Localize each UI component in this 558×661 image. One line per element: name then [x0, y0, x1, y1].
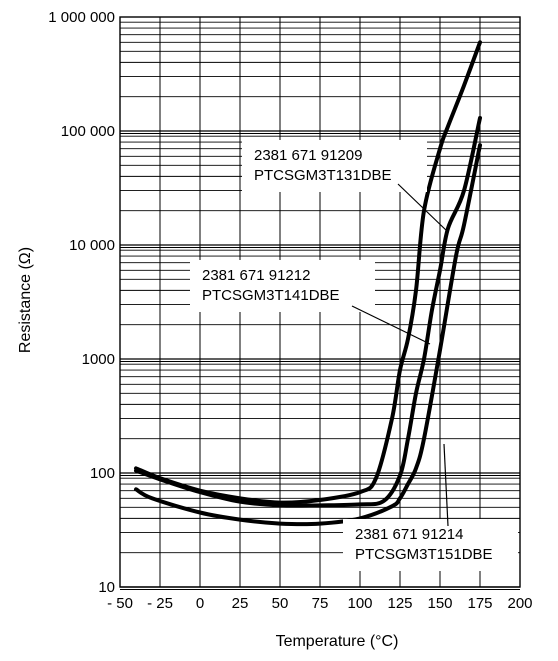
series-line-1 [134, 40, 482, 505]
x-tick-label: - 50 [107, 595, 133, 612]
x-tick-label: 200 [507, 595, 532, 612]
callout-box [242, 140, 427, 192]
x-tick-label: 100 [347, 595, 372, 612]
x-tick-label: 125 [387, 595, 412, 612]
callout-label: 2381 671 91214 [355, 526, 463, 543]
curves [134, 40, 482, 527]
x-tick-label: 175 [467, 595, 492, 612]
callout-leader [351, 305, 431, 345]
y-axis-title: Resistance (Ω) [17, 247, 34, 353]
series-line-3 [134, 143, 482, 527]
y-tick-label: 100 000 [61, 123, 115, 140]
callout-leader [443, 443, 449, 527]
x-tick-label: 0 [196, 595, 204, 612]
callout-label: PTCSGM3T141DBE [202, 287, 340, 304]
callout-label: 2381 671 91212 [202, 267, 310, 284]
x-tick-label: 150 [427, 595, 452, 612]
x-tick-label: - 25 [147, 595, 173, 612]
tick-labels: - 50 - 25 0 25 50 75 100 125 150 175 200 10 100 1000 1… [48, 9, 532, 612]
callout-label: PTCSGM3T131DBE [254, 167, 392, 184]
series-line-2 [134, 116, 482, 508]
x-tick-label: 75 [312, 595, 329, 612]
callouts: 2381 671 91209 PTCSGM3T131DBE 2381 671 912… [190, 140, 518, 571]
callout-box [190, 260, 375, 312]
callout-box [343, 519, 518, 571]
y-tick-label: 10 [98, 579, 115, 596]
x-tick-label: 50 [272, 595, 289, 612]
callout-label: 2381 671 91209 [254, 147, 362, 164]
x-axis-title: Temperature (°C) [276, 633, 399, 650]
callout-leader [397, 183, 449, 233]
x-tick-label: 25 [232, 595, 249, 612]
y-tick-label: 10 000 [69, 237, 115, 254]
y-tick-label: 1 000 000 [48, 9, 115, 26]
y-tick-label: 100 [90, 465, 115, 482]
y-tick-label: 1000 [82, 351, 115, 368]
callout-label: PTCSGM3T151DBE [355, 546, 493, 563]
